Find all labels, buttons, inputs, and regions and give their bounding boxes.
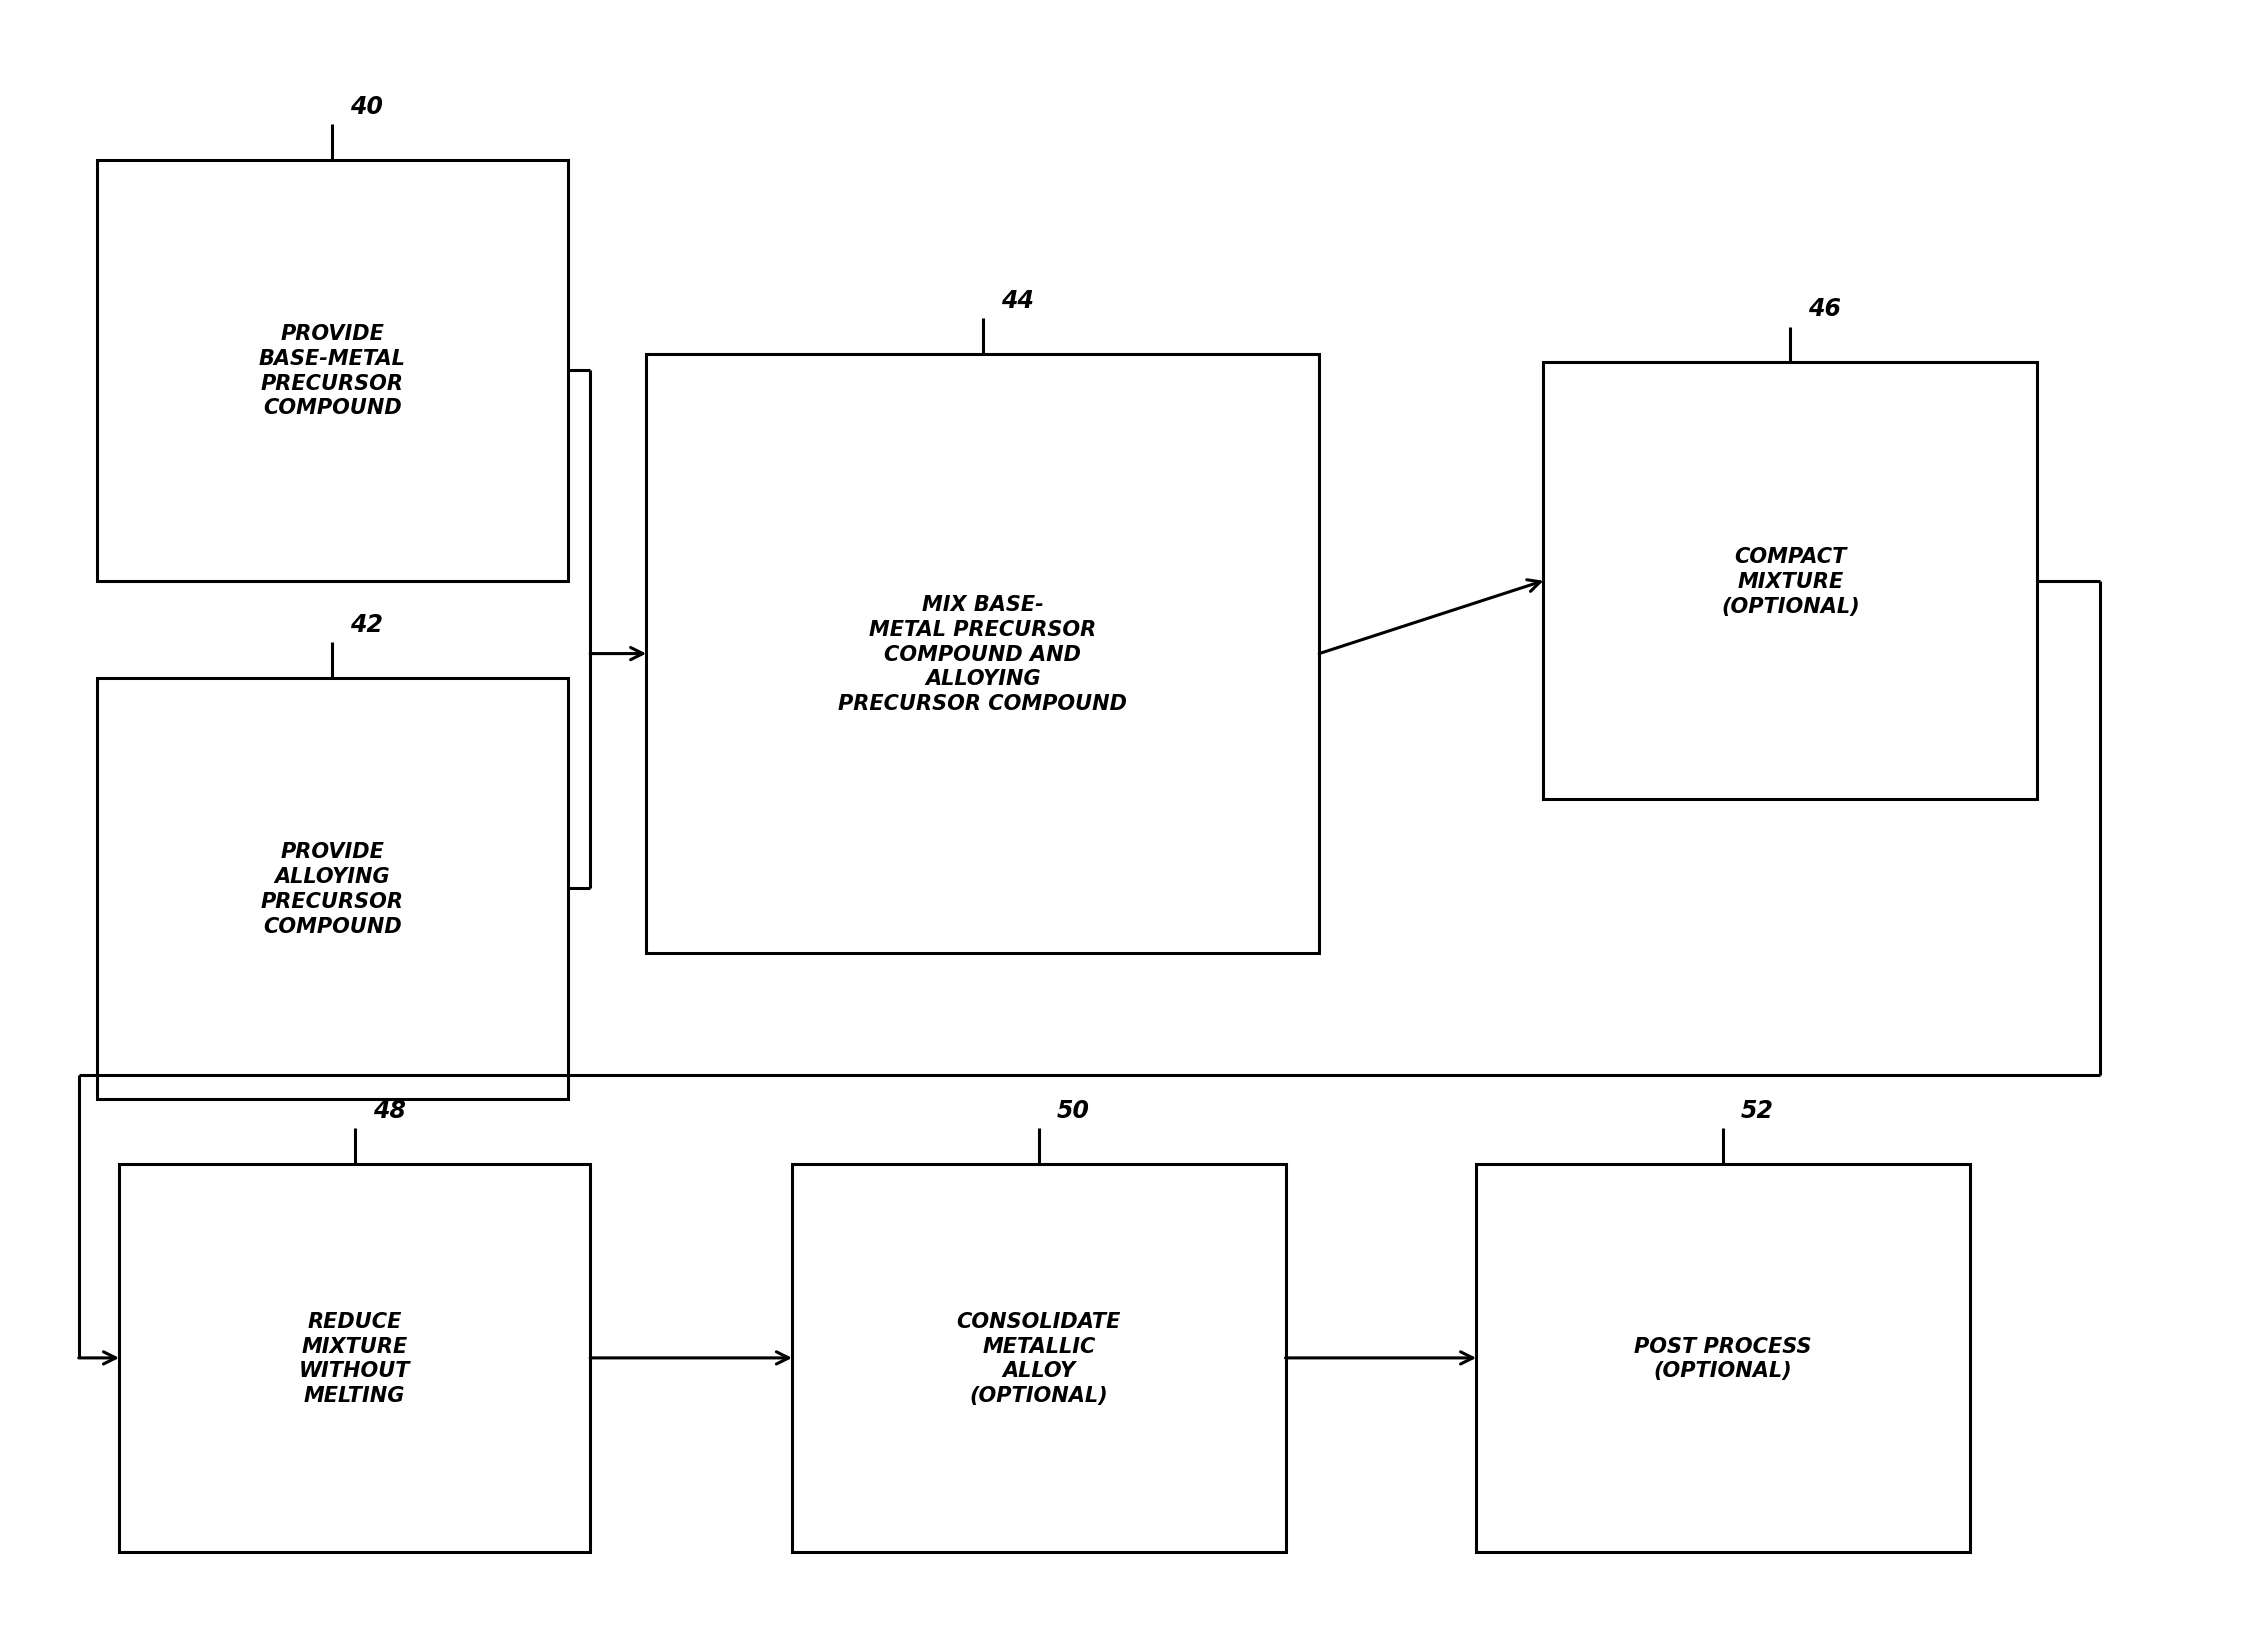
- Text: COMPACT
MIXTURE
(OPTIONAL): COMPACT MIXTURE (OPTIONAL): [1720, 547, 1860, 617]
- FancyBboxPatch shape: [97, 679, 569, 1100]
- FancyBboxPatch shape: [1544, 362, 2038, 800]
- Text: POST PROCESS
(OPTIONAL): POST PROCESS (OPTIONAL): [1634, 1335, 1812, 1381]
- Text: PROVIDE
ALLOYING
PRECURSOR
COMPOUND: PROVIDE ALLOYING PRECURSOR COMPOUND: [262, 842, 404, 937]
- Text: CONSOLIDATE
METALLIC
ALLOY
(OPTIONAL): CONSOLIDATE METALLIC ALLOY (OPTIONAL): [957, 1310, 1122, 1405]
- FancyBboxPatch shape: [120, 1164, 589, 1552]
- Text: MIX BASE-
METAL PRECURSOR
COMPOUND AND
ALLOYING
PRECURSOR COMPOUND: MIX BASE- METAL PRECURSOR COMPOUND AND A…: [837, 594, 1126, 713]
- Text: 46: 46: [1808, 297, 1842, 322]
- Text: 52: 52: [1740, 1098, 1774, 1121]
- Text: 50: 50: [1056, 1098, 1090, 1121]
- FancyBboxPatch shape: [646, 354, 1318, 953]
- Text: 44: 44: [1000, 289, 1034, 313]
- Text: PROVIDE
BASE-METAL
PRECURSOR
COMPOUND: PROVIDE BASE-METAL PRECURSOR COMPOUND: [260, 323, 406, 418]
- FancyBboxPatch shape: [97, 160, 569, 581]
- Text: 42: 42: [350, 612, 384, 636]
- Text: REDUCE
MIXTURE
WITHOUT
MELTING: REDUCE MIXTURE WITHOUT MELTING: [298, 1310, 411, 1405]
- FancyBboxPatch shape: [792, 1164, 1286, 1552]
- Text: 48: 48: [372, 1098, 406, 1121]
- Text: 40: 40: [350, 95, 384, 119]
- FancyBboxPatch shape: [1476, 1164, 1970, 1552]
